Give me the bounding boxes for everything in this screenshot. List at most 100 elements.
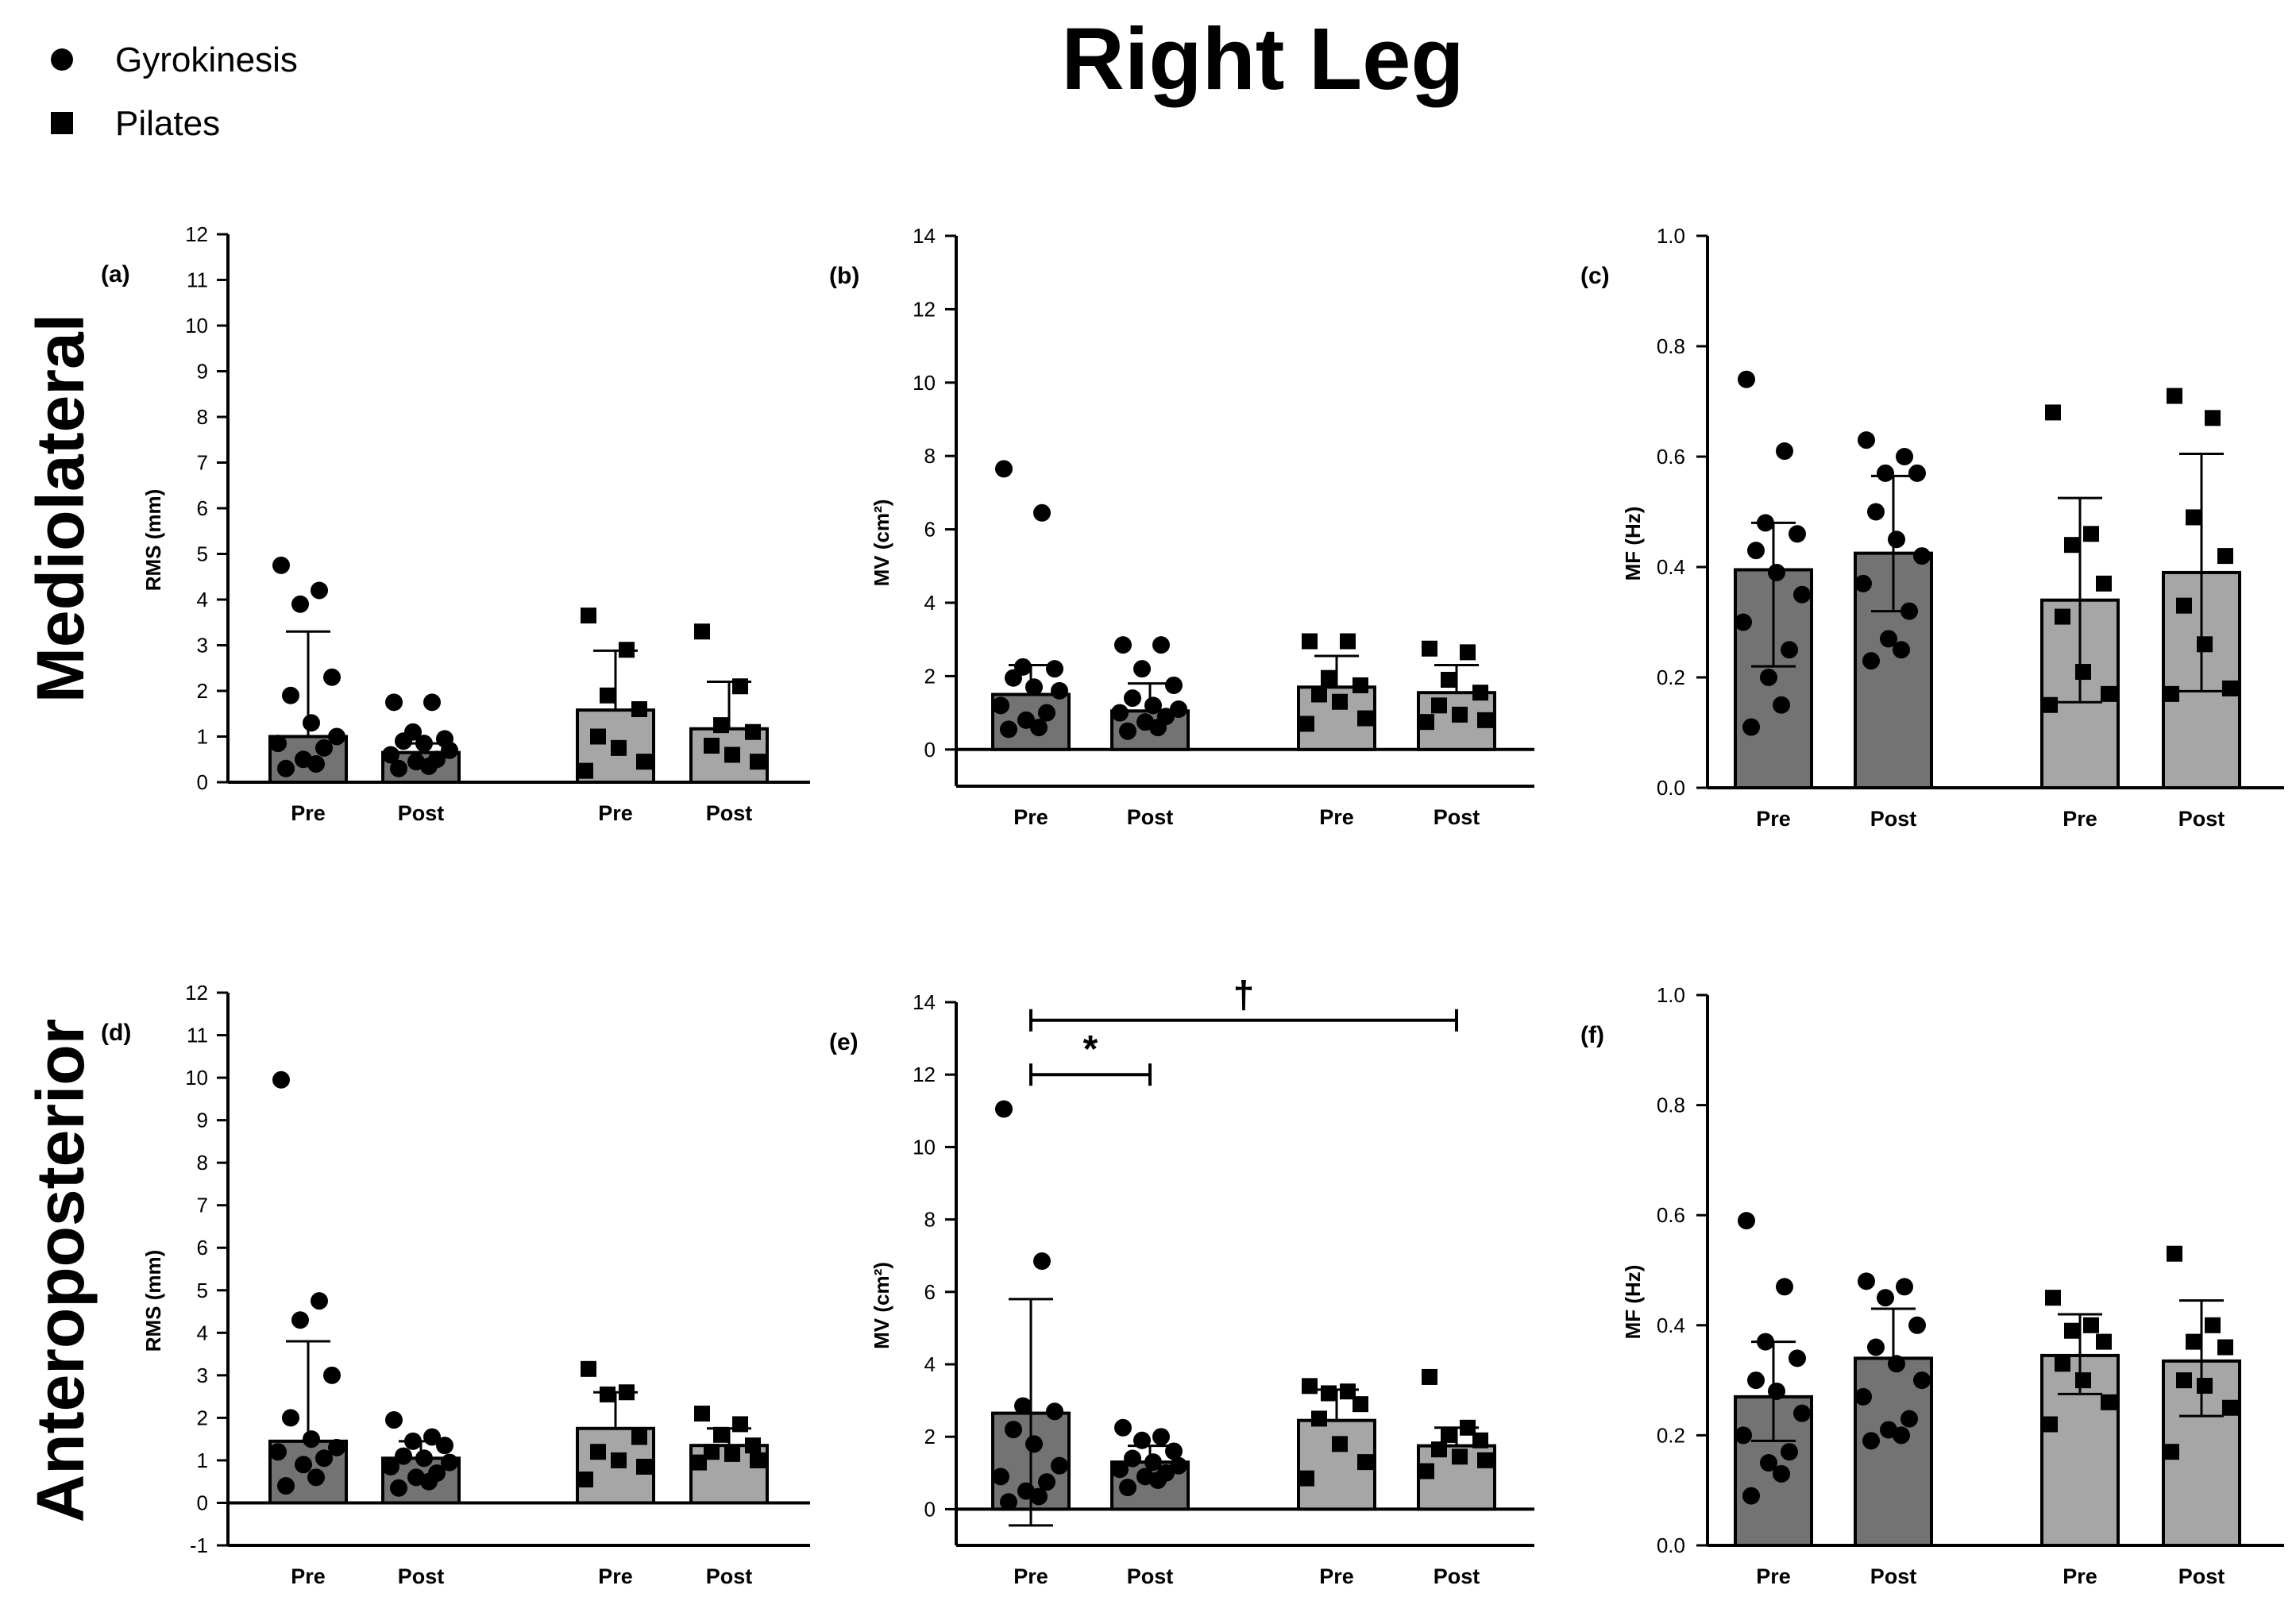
- data-point: [2064, 537, 2080, 554]
- data-point: [1302, 633, 1318, 650]
- data-point: [269, 735, 287, 753]
- data-point: [1170, 1456, 1187, 1475]
- data-point: [1418, 714, 1434, 731]
- data-point: [315, 1449, 333, 1468]
- y-tick-label: 6: [197, 1236, 208, 1259]
- data-point: [1124, 1449, 1141, 1468]
- data-point: [1757, 514, 1774, 532]
- data-point: [1854, 1387, 1872, 1406]
- y-tick-label: 12: [185, 222, 208, 246]
- data-point: [1460, 644, 1476, 661]
- y-tick-label: 14: [913, 990, 936, 1014]
- y-tick-label: 8: [924, 1208, 936, 1232]
- x-category-label: Pre: [291, 1564, 326, 1588]
- data-point: [1357, 1454, 1373, 1471]
- data-point: [1854, 574, 1872, 592]
- data-point: [745, 723, 761, 740]
- data-point: [750, 1452, 766, 1468]
- data-point: [272, 556, 290, 574]
- panel-label: (d): [101, 1020, 131, 1046]
- data-point: [2101, 685, 2117, 702]
- y-tick-label: 12: [913, 297, 936, 321]
- y-tick-label: 6: [197, 496, 208, 520]
- data-point: [1431, 697, 1447, 714]
- y-tick-label: 8: [924, 444, 936, 468]
- x-category-label: Pre: [2063, 1564, 2097, 1588]
- data-point: [2186, 509, 2201, 526]
- data-point: [2176, 597, 2192, 614]
- data-point: [315, 739, 333, 757]
- data-point: [1877, 464, 1894, 482]
- data-point: [1477, 1452, 1493, 1468]
- data-point: [724, 746, 740, 763]
- data-point: [590, 1444, 606, 1460]
- data-point: [1867, 1338, 1885, 1356]
- data-point: [420, 1472, 438, 1491]
- data-point: [1888, 530, 1905, 549]
- y-tick-label: 0: [197, 1491, 208, 1514]
- legend-label-pilates: Pilates: [115, 104, 220, 143]
- data-point: [1867, 503, 1885, 521]
- data-point: [1144, 696, 1162, 715]
- y-tick-label: 10: [913, 1135, 936, 1159]
- data-point: [385, 693, 403, 712]
- data-point: [694, 1406, 710, 1422]
- x-category-label: Pre: [2063, 807, 2097, 831]
- x-category-label: Pre: [1756, 1564, 1791, 1588]
- data-point: [307, 1468, 325, 1487]
- y-tick-label: 2: [197, 1406, 208, 1429]
- x-category-label: Post: [706, 801, 753, 825]
- x-category-label: Post: [1127, 1564, 1174, 1588]
- panel-label: (f): [1580, 1022, 1604, 1048]
- data-point: [1418, 1463, 1434, 1479]
- y-tick-label: 4: [197, 588, 208, 611]
- y-tick-label: 5: [197, 1279, 208, 1302]
- data-point: [415, 1449, 433, 1468]
- y-axis-label: MV (cm²): [870, 500, 893, 587]
- data-point: [311, 581, 328, 600]
- data-point: [1773, 1464, 1790, 1483]
- y-tick-label: 9: [197, 1109, 208, 1132]
- data-point: [1896, 448, 1913, 465]
- panel-label: (e): [829, 1029, 859, 1055]
- data-point: [2075, 664, 2091, 681]
- data-point: [1302, 1378, 1318, 1394]
- data-point: [328, 727, 345, 746]
- data-point: [1000, 720, 1017, 739]
- data-point: [311, 1292, 328, 1310]
- y-tick-label: 12: [185, 981, 208, 1005]
- data-point: [1877, 1289, 1894, 1307]
- panel-label: (a): [101, 261, 130, 287]
- data-point: [1896, 1278, 1913, 1296]
- data-point: [1298, 716, 1314, 732]
- y-tick-label: 0.8: [1657, 1094, 1685, 1117]
- data-point: [1046, 660, 1063, 678]
- data-point: [2197, 1378, 2213, 1394]
- data-point: [423, 1428, 441, 1446]
- legend-marker-gyrokinesis: [51, 48, 73, 71]
- data-point: [581, 608, 596, 624]
- data-point: [992, 1468, 1009, 1486]
- data-point: [1793, 1404, 1811, 1422]
- y-tick-label: 0.0: [1657, 1533, 1685, 1557]
- data-point: [1893, 1426, 1910, 1445]
- y-tick-label: 10: [185, 314, 208, 338]
- data-point: [1014, 1397, 1032, 1415]
- data-point: [750, 754, 766, 770]
- y-tick-label: 6: [924, 518, 936, 542]
- data-point: [1862, 652, 1880, 670]
- y-tick-label: 2: [924, 1425, 936, 1448]
- x-category-label: Post: [398, 1564, 445, 1588]
- x-category-label: Post: [1434, 805, 1480, 829]
- data-point: [1738, 370, 1755, 388]
- y-tick-label: 4: [197, 1321, 208, 1344]
- panel-f: (f) 0.0 0.2 0.4 0.6 0.8 1.0 MF (Hz) Pre Post Pre Po…: [1580, 983, 2284, 1588]
- x-category-label: Pre: [291, 801, 326, 825]
- data-point: [1340, 633, 1356, 650]
- y-tick-label: 14: [913, 224, 936, 248]
- data-point: [1781, 641, 1798, 659]
- data-point: [1017, 711, 1035, 729]
- data-point: [1768, 563, 1785, 581]
